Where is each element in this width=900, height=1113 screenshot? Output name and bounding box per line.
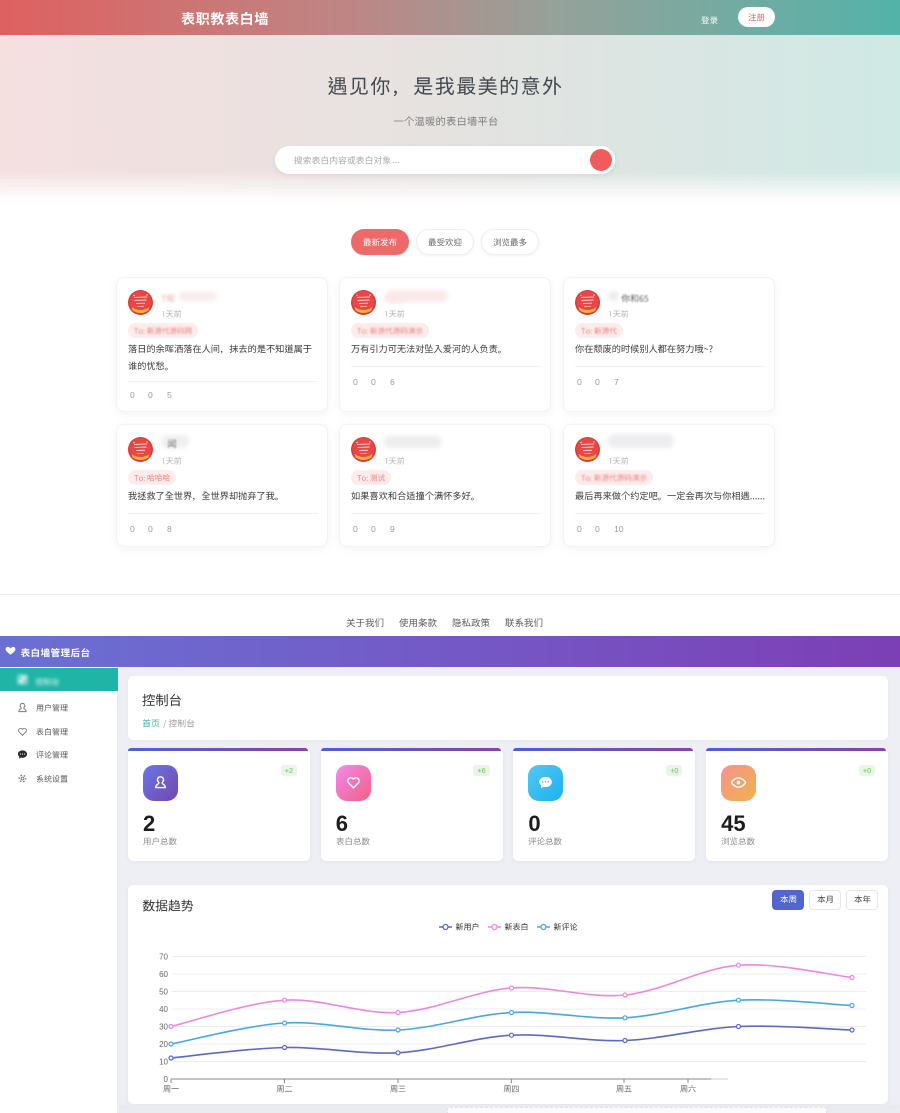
svg-text:60: 60 bbox=[159, 970, 168, 979]
svg-text:0: 0 bbox=[164, 1075, 169, 1084]
svg-text:30: 30 bbox=[159, 1023, 168, 1032]
svg-text:20: 20 bbox=[159, 1040, 168, 1049]
svg-text:10: 10 bbox=[159, 1058, 168, 1067]
svg-text:50: 50 bbox=[159, 988, 168, 997]
svg-text:70: 70 bbox=[159, 953, 168, 962]
svg-text:40: 40 bbox=[159, 1005, 168, 1014]
